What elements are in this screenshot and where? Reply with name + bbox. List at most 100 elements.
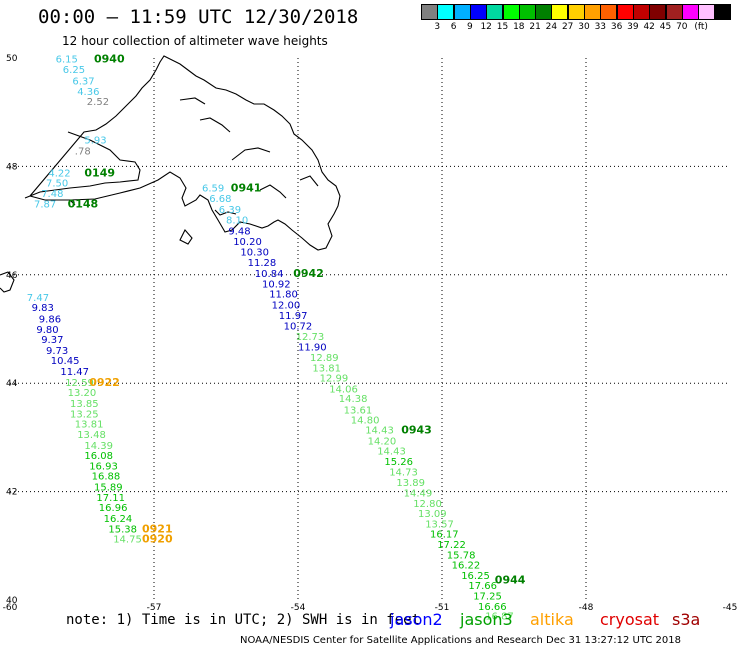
lat-tick-label: 46 [6,271,18,281]
legend-label: 45 [659,22,672,32]
wave-height-value: 6.39 [219,205,241,216]
newfoundland-coast [24,55,341,251]
pass-time-label: 0921 [142,522,173,535]
legend-label: 12 [480,22,492,32]
wave-height-value: 10.30 [240,247,269,258]
legend-label: (ft) [694,22,708,32]
wave-height-value: 16.08 [84,451,113,462]
pass-time-label: 0941 [231,181,262,194]
wave-height-value: 16.25 [461,571,490,582]
wave-height-value: 14.75 [113,535,142,546]
pass-time-label: 0149 [84,167,115,180]
satellite-jason3: jason3 [460,610,513,629]
wave-height-value: 7.47 [27,293,49,304]
legend-swatch [714,4,732,20]
wave-height-value: 7.87 [34,200,56,211]
axis-labels: -60 -57 -54 -51 -48 -45 50 48 46 44 42 40 [3,54,738,613]
wave-height-value: 8.10 [226,215,248,226]
wave-height-value: 10.92 [262,279,291,290]
pass-time-label: 0920 [142,533,173,546]
wave-height-value: 14.38 [339,394,368,405]
wave-height-value: 6.68 [209,194,231,205]
wave-height-value: 9.86 [39,314,61,325]
wave-height-value: 13.25 [70,409,99,420]
wave-height-tracks: 6.156.256.374.362.525.93.784.227.507.487… [27,54,514,622]
wave-height-value: 14.20 [368,436,397,447]
wave-height-value: 6.15 [56,54,78,65]
pass-time-label: 0942 [293,267,324,280]
pass-time-label: 0944 [495,574,526,587]
wave-height-value: 13.57 [425,519,454,530]
satellite-s3a: s3a [672,610,701,629]
wave-height-value: 6.37 [72,77,94,88]
wave-height-value: 7.50 [46,178,68,189]
legend-label: 30 [578,22,590,32]
wave-height-value: 11.97 [279,311,308,322]
wave-height-value: 17.11 [96,493,125,504]
coastline [0,55,341,293]
wave-height-value: 17.66 [468,581,497,592]
wave-height-value: 15.78 [447,550,476,561]
wave-height-value: 16.93 [89,461,118,472]
wave-height-value: 5.93 [84,136,106,147]
lon-tick-label: -45 [723,603,738,613]
pass-time-label: 0922 [89,376,120,389]
wave-height-value: 15.26 [384,457,413,468]
pass-time-label: 0940 [94,52,125,65]
wave-height-value: .78 [75,146,91,157]
lat-tick-label: 50 [6,54,18,64]
lon-tick-label: -48 [579,603,594,613]
lon-tick-label: -51 [435,603,450,613]
wave-height-value: 12.00 [272,300,301,311]
legend-label: 36 [610,22,623,32]
credit-line: NOAA/NESDIS Center for Satellite Applica… [240,635,682,646]
wave-height-value: 13.81 [75,420,104,431]
satellite-cryosat: cryosat [600,610,660,629]
lat-tick-label: 40 [6,596,18,606]
satellite-altika: altika [530,610,574,629]
wave-height-value: 14.06 [329,384,358,395]
wave-height-value: 6.25 [63,65,85,76]
legend-label: 3 [434,22,441,32]
wave-height-value: 13.20 [68,388,97,399]
footer-note: note: 1) Time is in UTC; 2) SWH is in fe… [66,612,421,628]
wave-height-value: 16.96 [99,503,128,514]
wave-height-value: 6.59 [202,183,224,194]
legend-label: 18 [513,22,525,32]
wave-height-value: 9.48 [228,227,250,238]
wave-height-value: 16.24 [104,514,133,525]
legend-label: 42 [643,22,655,32]
wave-height-value: 12.73 [296,332,325,343]
lat-tick-label: 48 [6,162,18,172]
wave-height-value: 10.84 [255,269,284,280]
wave-height-value: 12.80 [413,499,442,510]
wave-height-value: 13.81 [312,363,341,374]
wave-height-value: 9.37 [41,335,63,346]
map-subtitle: 12 hour collection of altimeter wave hei… [62,34,328,48]
wave-height-value: 13.61 [344,406,373,417]
lat-tick-label: 44 [6,379,18,389]
wave-height-value: 16.17 [430,530,459,541]
legend-label: 24 [545,22,558,32]
wave-height-value: 13.09 [418,509,447,520]
graticule [10,58,730,600]
wave-height-value: 13.85 [70,399,99,410]
legend-label: 27 [561,22,574,32]
wave-height-value: 9.80 [36,325,58,336]
legend-label: 6 [450,22,457,32]
lat-tick-label: 42 [6,488,17,498]
wave-height-value: 7.48 [41,189,63,200]
legend-label: 33 [594,22,607,32]
pass-time-label: 0943 [401,424,432,437]
wave-height-value: 14.39 [84,441,113,452]
wave-height-value: 4.36 [77,87,99,98]
wave-height-value: 11.90 [298,343,327,354]
wave-height-value: 12.99 [320,374,349,385]
wave-height-value: 10.45 [51,356,80,367]
lon-tick-label: -57 [147,603,162,613]
wave-height-value: 14.80 [351,415,380,426]
wave-height-value: 14.43 [365,426,394,437]
wave-height-value: 10.72 [284,322,313,333]
wave-height-value: 13.89 [396,478,425,489]
